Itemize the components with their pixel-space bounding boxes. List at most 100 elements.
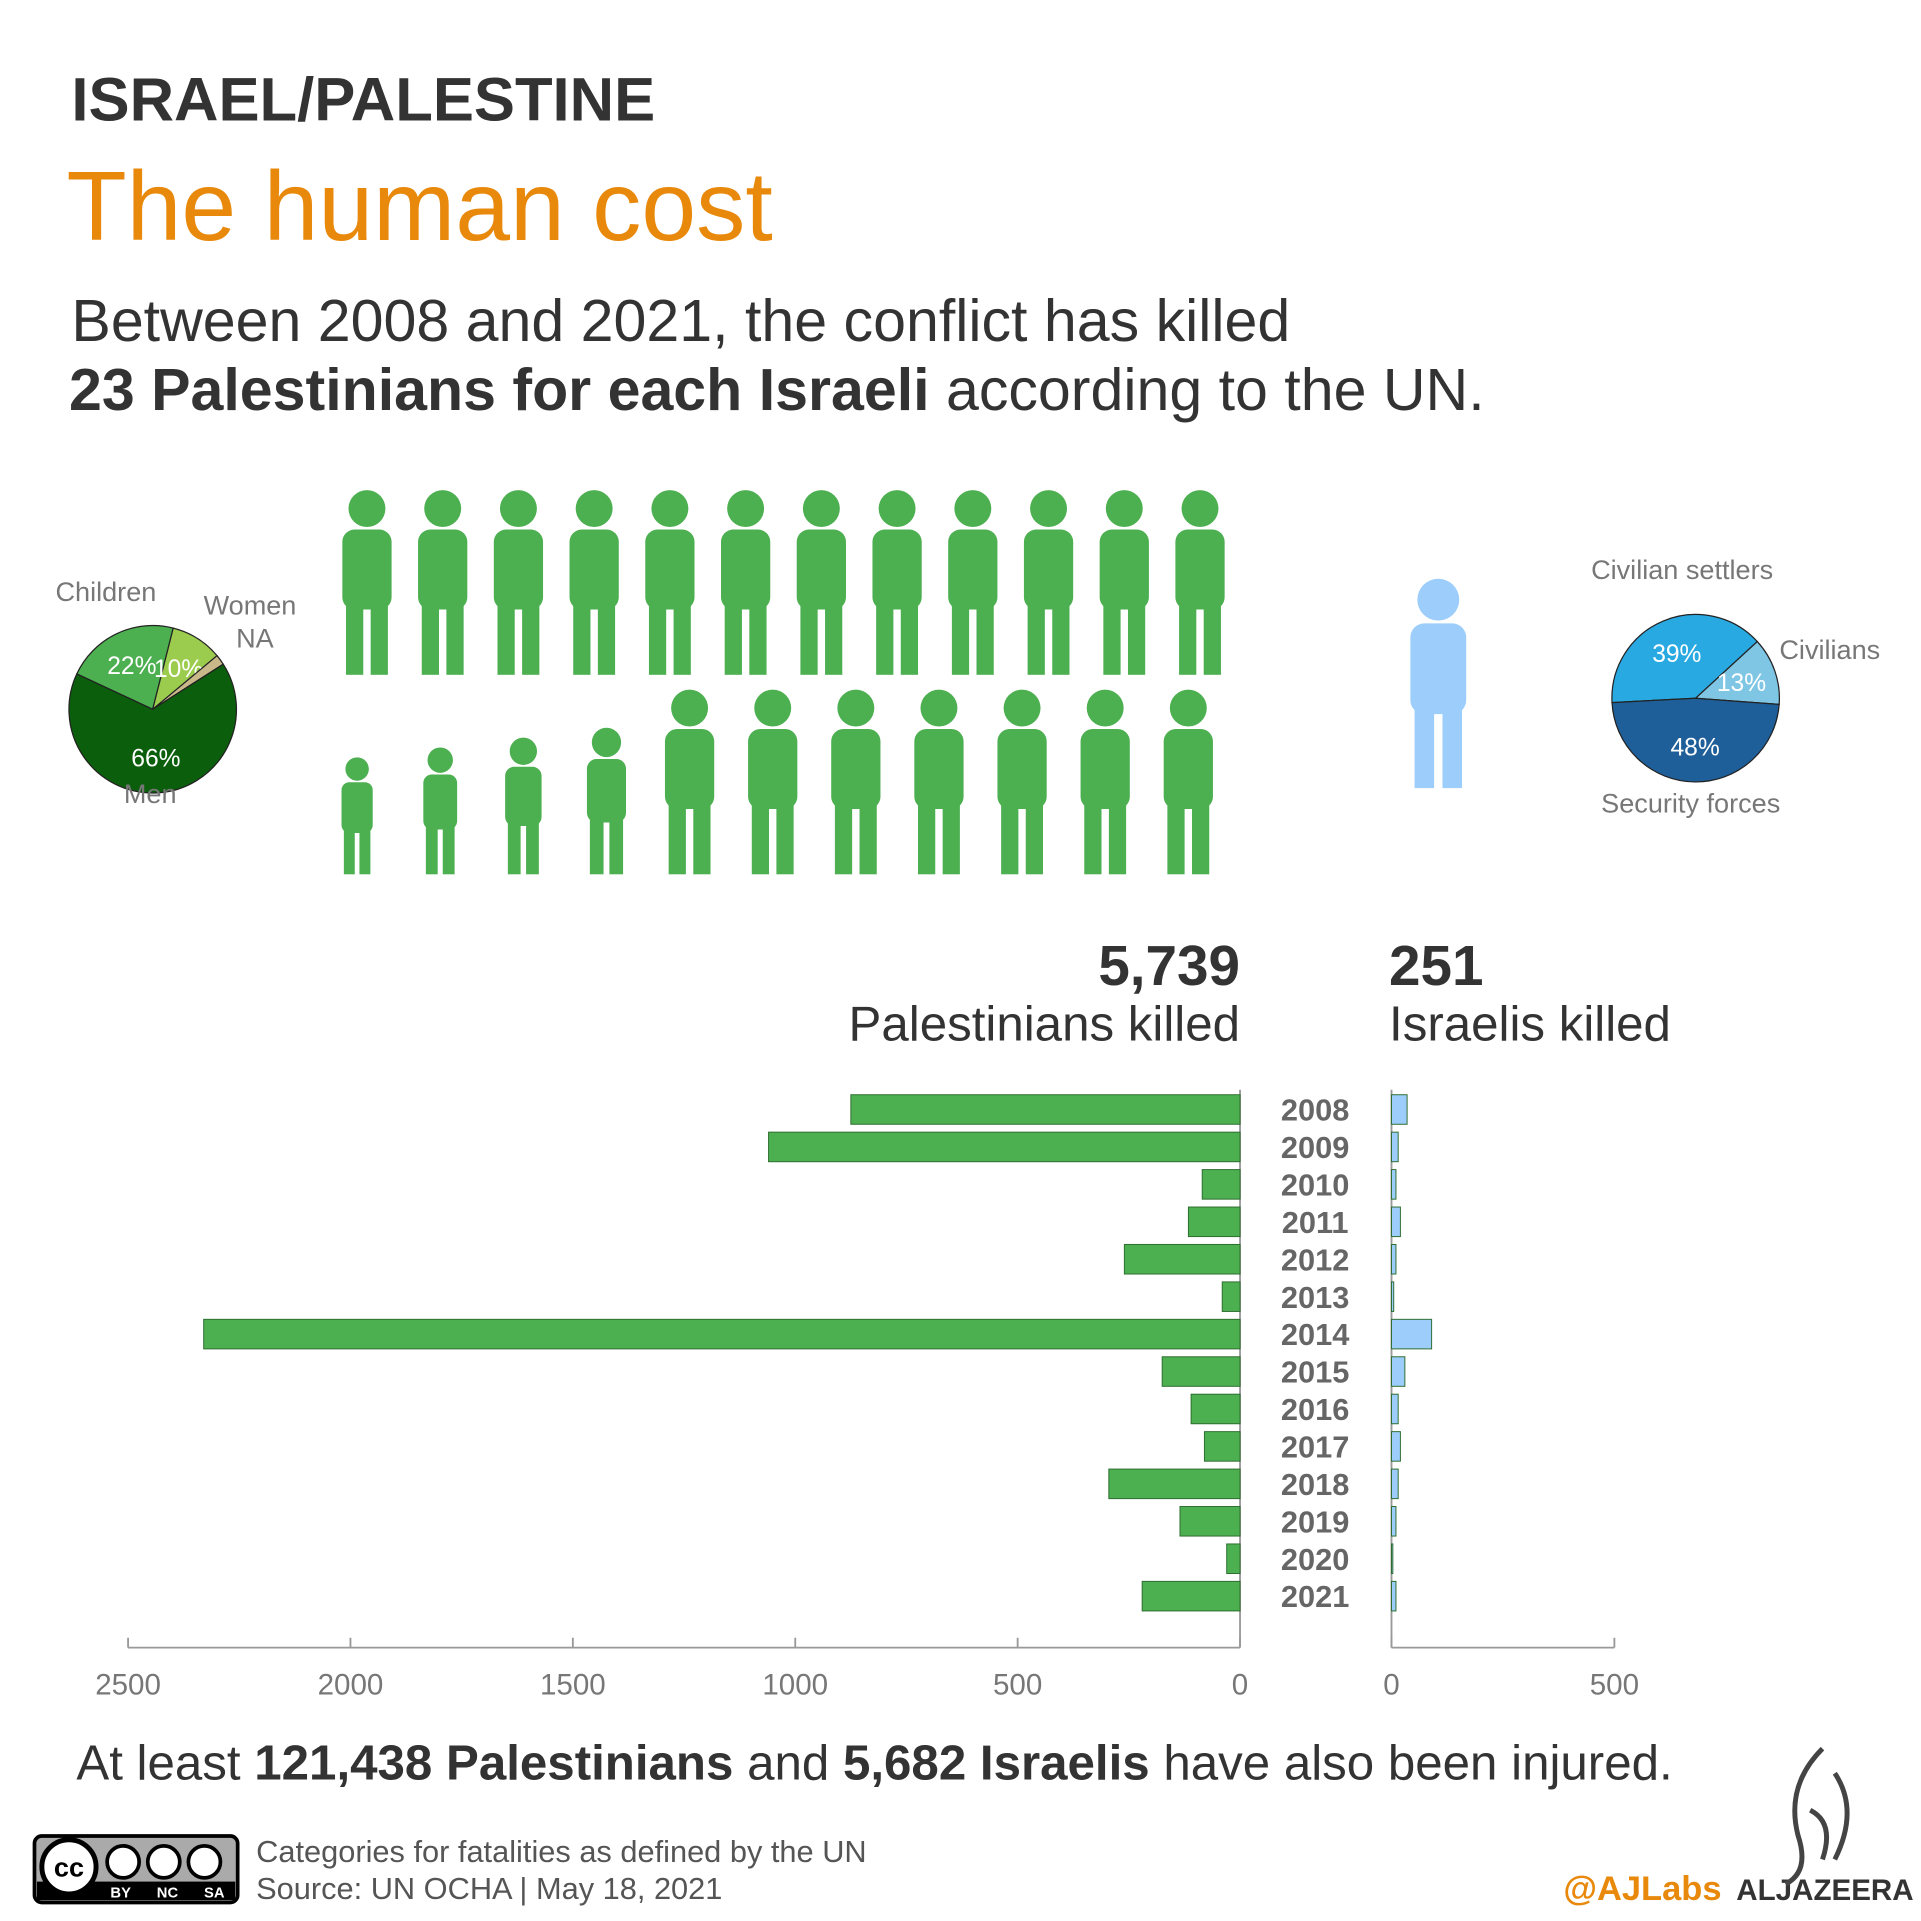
year-label: 2021 [1281, 1579, 1349, 1614]
x-tick-label: 500 [1590, 1668, 1639, 1701]
leg [724, 603, 742, 675]
silhouette [505, 737, 542, 875]
year-label: 2014 [1281, 1317, 1349, 1352]
license-icon [186, 1844, 223, 1880]
torso [872, 529, 922, 610]
silhouette [586, 727, 627, 875]
license-term: SA [204, 1886, 225, 1902]
leg [522, 603, 540, 675]
head [837, 689, 875, 727]
leg [442, 825, 455, 875]
leg [951, 603, 970, 675]
silhouette [418, 490, 468, 675]
year-label: 2017 [1281, 1429, 1349, 1464]
bar [1203, 1431, 1241, 1462]
head [591, 727, 622, 758]
text-bold: 5,682 Israelis [843, 1735, 1150, 1790]
bar [1391, 1094, 1408, 1125]
leg [1084, 802, 1102, 875]
torso [720, 529, 771, 610]
leg [359, 829, 371, 875]
pie-value-label: 39% [1652, 641, 1701, 668]
silhouette [1080, 689, 1130, 875]
year-label: 2013 [1281, 1280, 1349, 1315]
leg [825, 603, 843, 675]
license-icon [145, 1844, 182, 1880]
year-label: 2016 [1281, 1392, 1349, 1427]
pie-slice [75, 624, 174, 711]
text: At least [76, 1735, 254, 1790]
torso [1175, 529, 1225, 610]
head [671, 689, 709, 727]
silhouette [1175, 490, 1225, 675]
leg [421, 603, 439, 675]
license-term: NC [157, 1886, 179, 1902]
leg [1001, 802, 1019, 875]
torso [569, 529, 619, 610]
subtitle-rest: according to the UN. [930, 356, 1485, 423]
leg [1027, 603, 1045, 675]
leg [900, 603, 919, 675]
torso [493, 529, 544, 610]
x-tick-label: 0 [1232, 1668, 1248, 1701]
torso [341, 782, 373, 833]
leg [1052, 603, 1070, 675]
kicker: ISRAEL/PALESTINE [71, 66, 655, 135]
silhouette [720, 490, 771, 675]
pie-slice [1611, 613, 1759, 704]
head [427, 747, 453, 773]
bar [1226, 1543, 1241, 1574]
subtitle-line: 23 Palestinians for each Israeli accordi… [69, 356, 1485, 423]
torso [1410, 623, 1467, 715]
x-tick-label: 2000 [318, 1668, 384, 1701]
silhouette [796, 490, 846, 675]
leg [648, 603, 667, 675]
bar [1161, 1356, 1241, 1387]
bar [1391, 1318, 1433, 1350]
bar [1391, 1543, 1394, 1574]
silhouette [997, 689, 1047, 875]
head [651, 490, 689, 528]
silhouette [423, 747, 458, 875]
pie-category-label: NA [236, 623, 275, 654]
leg [1203, 603, 1221, 675]
silhouette [1163, 689, 1213, 875]
silhouette [1410, 578, 1467, 789]
leg [1414, 707, 1435, 789]
silhouette [342, 490, 392, 675]
bar [1221, 1281, 1241, 1312]
head [727, 490, 765, 528]
head [954, 490, 992, 528]
license-term: BY [110, 1886, 131, 1902]
leg [876, 603, 894, 675]
head [802, 490, 840, 528]
text-bold: 121,438 Palestinians [254, 1735, 733, 1790]
bar [1391, 1131, 1399, 1163]
leg [749, 603, 767, 675]
year-label: 2019 [1281, 1504, 1349, 1539]
torso [796, 529, 846, 610]
leg [1103, 603, 1121, 675]
head [920, 689, 958, 727]
torso [948, 529, 998, 610]
year-label: 2009 [1281, 1130, 1349, 1165]
torso [1163, 728, 1213, 810]
bar [1391, 1281, 1395, 1312]
note: Categories for fatalities as defined by … [256, 1834, 867, 1869]
year-label: 2008 [1281, 1093, 1349, 1128]
torso [748, 728, 798, 810]
leg [446, 603, 464, 675]
head [1169, 689, 1207, 727]
bar [1108, 1468, 1241, 1500]
head [1417, 578, 1460, 621]
leg [668, 802, 686, 875]
bar [1190, 1393, 1241, 1425]
head [424, 490, 462, 528]
year-label: 2015 [1281, 1355, 1349, 1390]
year-label: 2010 [1281, 1167, 1349, 1202]
leg [526, 821, 539, 875]
bar [1391, 1431, 1401, 1462]
leg [1127, 603, 1146, 675]
x-tick-label: 1500 [540, 1668, 606, 1701]
